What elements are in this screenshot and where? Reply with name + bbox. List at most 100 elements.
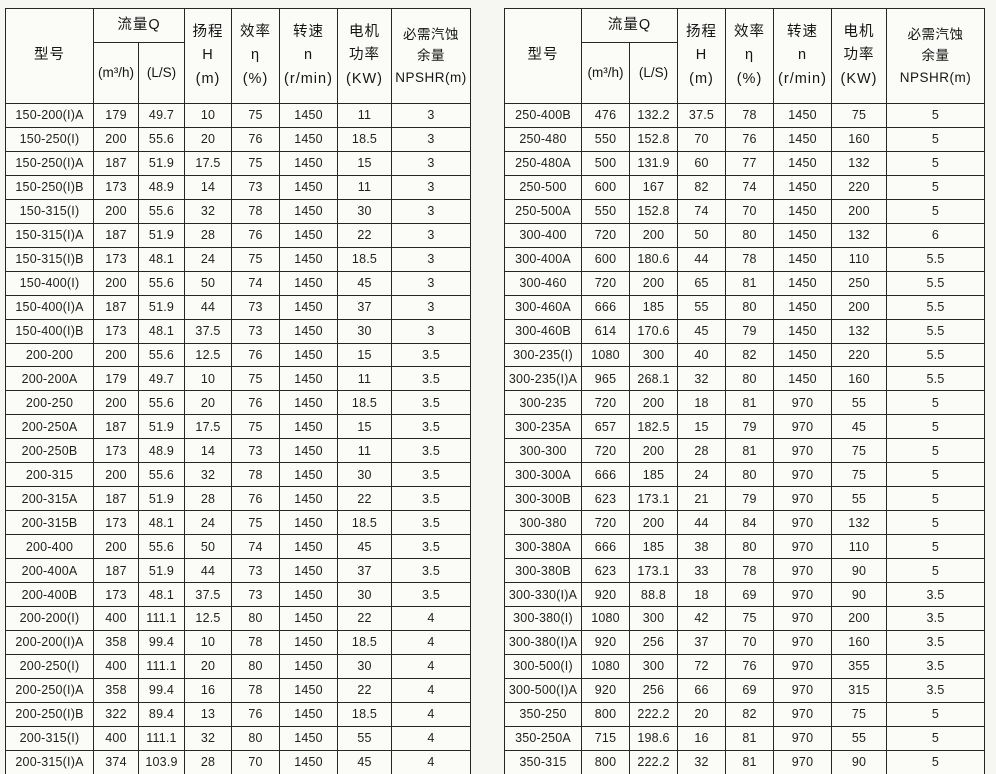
value-cell: 970	[773, 725, 832, 751]
value-cell: 30	[337, 653, 392, 679]
value-cell: 11	[337, 103, 392, 128]
value-cell: 300	[629, 342, 678, 368]
table-row: 350-250A 715 198.6 16 81 970 55 5	[504, 725, 985, 751]
value-cell: 81	[725, 390, 774, 416]
value-cell: 3.5	[886, 606, 985, 631]
value-cell: 90	[831, 558, 887, 584]
value-cell: 16	[677, 725, 726, 751]
value-cell: 167	[629, 174, 678, 200]
value-cell: 187	[93, 486, 139, 512]
value-cell: 111.1	[138, 606, 185, 631]
table-row: 300-460A 666 185 55 80 1450 200 5.5	[504, 294, 985, 320]
table-row: 300-500(I)A 920 256 66 69 970 315 3.5	[504, 677, 985, 703]
table-row: 150-250(I)A 187 51.9 17.5 75 1450 15 3	[5, 150, 471, 176]
value-cell: 5	[886, 438, 985, 464]
value-cell: 30	[337, 198, 392, 224]
value-cell: 152.8	[629, 126, 678, 152]
table-row: 300-400 720 200 50 80 1450 132 6	[504, 222, 985, 248]
value-cell: 200	[93, 462, 139, 488]
value-cell: 1450	[279, 126, 338, 152]
value-cell: 173	[93, 246, 139, 272]
value-cell: 37.5	[677, 103, 726, 128]
value-cell: 315	[831, 677, 887, 703]
value-cell: 82	[725, 701, 774, 727]
value-cell: 80	[231, 725, 280, 751]
value-cell: 75	[831, 701, 887, 727]
value-cell: 5	[886, 174, 985, 200]
value-cell: 48.9	[138, 174, 185, 200]
table-row: 200-200A 179 49.7 10 75 1450 11 3.5	[5, 366, 471, 392]
value-cell: 40	[677, 342, 726, 368]
value-cell: 75	[231, 366, 280, 392]
table-row: 300-235(I)A 965 268.1 32 80 1450 160 5.5	[504, 366, 985, 392]
value-cell: 48.1	[138, 318, 185, 344]
value-cell: 179	[93, 366, 139, 392]
col-header-flow-m3h: (m³/h)	[581, 42, 630, 104]
value-cell: 78	[231, 462, 280, 488]
table-row: 200-200 200 55.6 12.5 76 1450 15 3.5	[5, 342, 471, 368]
col-header-flow: 流量Q	[581, 8, 678, 43]
value-cell: 14	[184, 438, 232, 464]
table-row: 200-250(I)A 358 99.4 16 78 1450 22 4	[5, 677, 471, 703]
value-cell: 55.6	[138, 126, 185, 152]
value-cell: 14	[184, 174, 232, 200]
value-cell: 1450	[773, 150, 832, 176]
value-cell: 55	[677, 294, 726, 320]
value-cell: 3.5	[391, 486, 471, 512]
value-cell: 15	[337, 342, 392, 368]
col-header-speed: 转速 n (r/min)	[279, 8, 338, 104]
table-row: 200-315(I) 400 111.1 32 80 1450 55 4	[5, 725, 471, 751]
value-cell: 32	[184, 725, 232, 751]
value-cell: 99.4	[138, 677, 185, 703]
value-cell: 3.5	[391, 582, 471, 608]
value-cell: 1450	[279, 486, 338, 512]
value-cell: 81	[725, 270, 774, 296]
value-cell: 5	[886, 486, 985, 512]
table-row: 200-315B 173 48.1 24 75 1450 18.5 3.5	[5, 510, 471, 536]
table-row: 200-315A 187 51.9 28 76 1450 22 3.5	[5, 486, 471, 512]
value-cell: 160	[831, 126, 887, 152]
pump-table-right: 型号 流量Q 扬程 H (m) 效率 η (%) 转速 n (r/min) 电机…	[504, 8, 985, 774]
model-cell: 150-400(I)B	[5, 318, 94, 344]
value-cell: 49.7	[138, 366, 185, 392]
value-cell: 69	[725, 582, 774, 608]
table-body-left: 150-200(I)A 179 49.7 10 75 1450 11 3 150-250(I) 2…	[5, 103, 471, 774]
value-cell: 78	[725, 103, 774, 128]
value-cell: 666	[581, 462, 630, 488]
model-cell: 300-460B	[504, 318, 582, 344]
value-cell: 4	[391, 749, 471, 774]
value-cell: 1450	[279, 198, 338, 224]
table-row: 150-200(I)A 179 49.7 10 75 1450 11 3	[5, 103, 471, 128]
value-cell: 1450	[279, 510, 338, 536]
value-cell: 185	[629, 534, 678, 560]
value-cell: 400	[93, 725, 139, 751]
value-cell: 970	[773, 749, 832, 774]
value-cell: 3.5	[391, 390, 471, 416]
value-cell: 103.9	[138, 749, 185, 774]
table-row: 200-200(I)A 358 99.4 10 78 1450 18.5 4	[5, 629, 471, 655]
value-cell: 28	[184, 486, 232, 512]
value-cell: 200	[831, 294, 887, 320]
table-row: 350-315 800 222.2 32 81 970 90 5	[504, 749, 985, 774]
value-cell: 3	[391, 126, 471, 152]
value-cell: 5	[886, 198, 985, 224]
value-cell: 173	[93, 582, 139, 608]
col-header-npshr: 必需汽蚀 余量 NPSHR(m)	[886, 8, 985, 104]
value-cell: 970	[773, 438, 832, 464]
value-cell: 55	[337, 725, 392, 751]
value-cell: 152.8	[629, 198, 678, 224]
value-cell: 55	[831, 486, 887, 512]
value-cell: 970	[773, 629, 832, 655]
model-cell: 200-200(I)	[5, 606, 94, 631]
value-cell: 80	[725, 366, 774, 392]
value-cell: 13	[184, 701, 232, 727]
value-cell: 111.1	[138, 725, 185, 751]
value-cell: 48.1	[138, 510, 185, 536]
value-cell: 28	[677, 438, 726, 464]
value-cell: 84	[725, 510, 774, 536]
value-cell: 268.1	[629, 366, 678, 392]
value-cell: 256	[629, 677, 678, 703]
model-cell: 200-315A	[5, 486, 94, 512]
table-row: 300-330(I)A 920 88.8 18 69 970 90 3.5	[504, 582, 985, 608]
model-cell: 300-300	[504, 438, 582, 464]
